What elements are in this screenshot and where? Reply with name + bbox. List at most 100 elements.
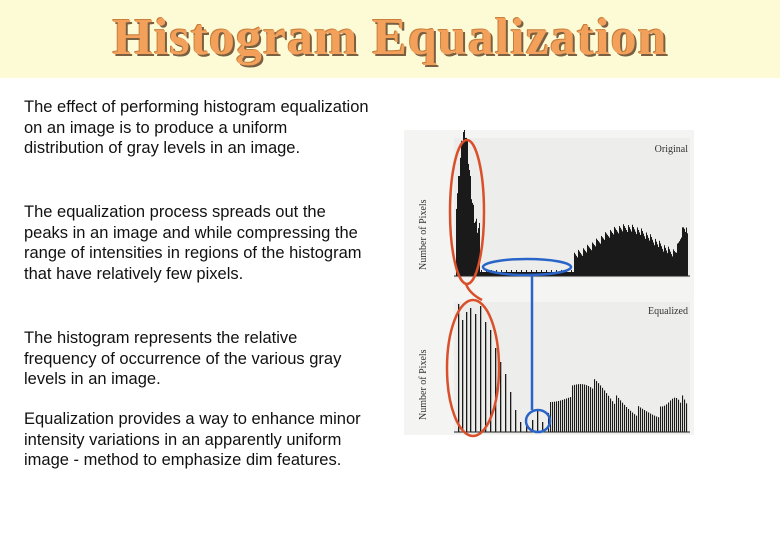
original-histogram-bar — [593, 243, 594, 276]
original-histogram-bar — [570, 272, 571, 276]
equalized-histogram-bar — [678, 399, 680, 432]
equalized-histogram-bar — [626, 406, 628, 432]
original-histogram-bar — [681, 237, 682, 276]
original-histogram-bar — [610, 230, 611, 276]
original-histogram-bar — [641, 228, 642, 276]
equalized-histogram-bar — [462, 320, 464, 432]
equalized-histogram-bar — [552, 401, 554, 432]
original-histogram-bar — [516, 270, 517, 276]
slide-title: Histogram Equalization — [112, 9, 668, 66]
original-histogram-bar — [679, 241, 680, 276]
original-histogram-bar — [536, 270, 537, 276]
original-label: Original — [655, 144, 689, 155]
original-histogram-bar — [473, 204, 474, 276]
original-histogram-bar — [682, 227, 683, 276]
original-histogram-bar — [646, 232, 647, 276]
equalized-histogram-bar — [548, 412, 550, 432]
original-histogram-bar — [511, 270, 512, 276]
original-histogram-bar — [655, 238, 656, 276]
paragraph-2: The equalization process spreads out the… — [24, 203, 362, 283]
equalized-histogram-bar — [646, 411, 648, 432]
equalized-histogram-bar — [614, 403, 616, 432]
original-histogram-bar — [594, 245, 595, 276]
original-histogram-bar — [598, 241, 599, 276]
equalized-histogram-bar — [686, 403, 688, 432]
equalized-histogram-bar — [558, 400, 560, 432]
original-histogram-bar — [581, 254, 582, 276]
equalized-histogram-bar — [624, 404, 626, 432]
equalized-histogram-bar — [662, 406, 664, 432]
original-histogram-bar — [560, 272, 561, 276]
equalized-histogram-bar — [470, 308, 472, 432]
original-histogram-bar — [619, 226, 620, 276]
equalized-histogram-bar — [570, 397, 572, 432]
equalized-histogram-bar — [672, 398, 674, 432]
equalized-histogram-bar — [622, 402, 624, 432]
equalized-histogram-bar — [656, 416, 658, 432]
original-histogram-bar — [604, 239, 605, 276]
original-histogram-bar — [456, 208, 457, 276]
equalized-histogram-bar — [526, 424, 528, 432]
original-histogram-bar — [464, 130, 465, 276]
equalized-histogram-bar — [590, 387, 592, 432]
equalized-histogram-bar — [598, 383, 600, 432]
original-histogram-bar — [667, 253, 668, 276]
original-histogram-bar — [592, 242, 593, 276]
original-histogram-bar — [630, 229, 631, 276]
equalized-histogram-bar — [574, 384, 576, 432]
original-histogram-bar — [678, 242, 679, 276]
original-histogram-bar — [621, 229, 622, 276]
original-histogram-bar — [647, 235, 648, 276]
equalized-histogram-bar — [572, 385, 574, 432]
original-histogram-bar — [531, 270, 532, 276]
equalized-histogram-bar — [654, 415, 656, 432]
original-histogram-bar — [659, 240, 660, 276]
original-histogram-bar — [666, 250, 667, 276]
original-histogram-bar — [588, 246, 589, 276]
original-histogram-bar — [474, 223, 475, 276]
original-histogram-bar — [463, 132, 464, 276]
equalized-histogram-bar — [480, 306, 482, 432]
equalized-histogram-bar — [564, 399, 566, 432]
original-histogram-bar — [627, 232, 628, 276]
equalized-histogram-bar — [588, 386, 590, 432]
equalized-histogram-bar — [610, 398, 612, 432]
original-histogram-bar — [479, 222, 480, 276]
original-histogram-bar — [638, 229, 639, 276]
original-histogram-bar — [571, 270, 572, 276]
original-flat-region-highlight — [481, 257, 573, 277]
original-histogram-bar — [645, 238, 646, 276]
equalized-ylabel: Number of Pixels — [418, 349, 429, 420]
original-histogram-bar — [664, 245, 665, 276]
equalized-histogram-bar — [630, 410, 632, 432]
original-histogram-bar — [642, 231, 643, 276]
original-histogram-bar — [468, 163, 469, 276]
original-histogram-bar — [620, 227, 621, 276]
equalized-histogram-bar — [658, 417, 660, 432]
original-histogram-bar — [482, 272, 483, 276]
original-histogram-bar — [685, 231, 686, 276]
equalized-histogram-bar — [674, 397, 676, 432]
original-histogram-bar — [658, 247, 659, 276]
original-histogram-bar — [613, 234, 614, 276]
original-histogram-bar — [670, 251, 671, 276]
original-histogram-bar — [495, 272, 496, 276]
equalized-histogram-bar — [592, 388, 594, 432]
equalized-histogram-bar — [628, 408, 630, 432]
equalized-histogram-bar — [636, 415, 638, 432]
original-histogram-bar — [637, 227, 638, 276]
original-histogram-bar — [591, 250, 592, 276]
original-histogram-bar — [615, 228, 616, 276]
original-histogram-bar — [583, 248, 584, 276]
original-histogram-bar — [585, 251, 586, 276]
original-histogram-bar — [669, 249, 670, 276]
original-histogram-bar — [618, 233, 619, 276]
original-histogram-bar — [656, 241, 657, 276]
original-histogram-bar — [600, 243, 601, 276]
original-histogram-bar — [617, 231, 618, 276]
original-histogram-bar — [559, 272, 560, 276]
original-histogram-bar — [541, 270, 542, 276]
original-ylabel: Number of Pixels — [418, 199, 429, 270]
original-histogram-bar — [605, 232, 606, 276]
original-histogram-bar — [487, 272, 488, 276]
